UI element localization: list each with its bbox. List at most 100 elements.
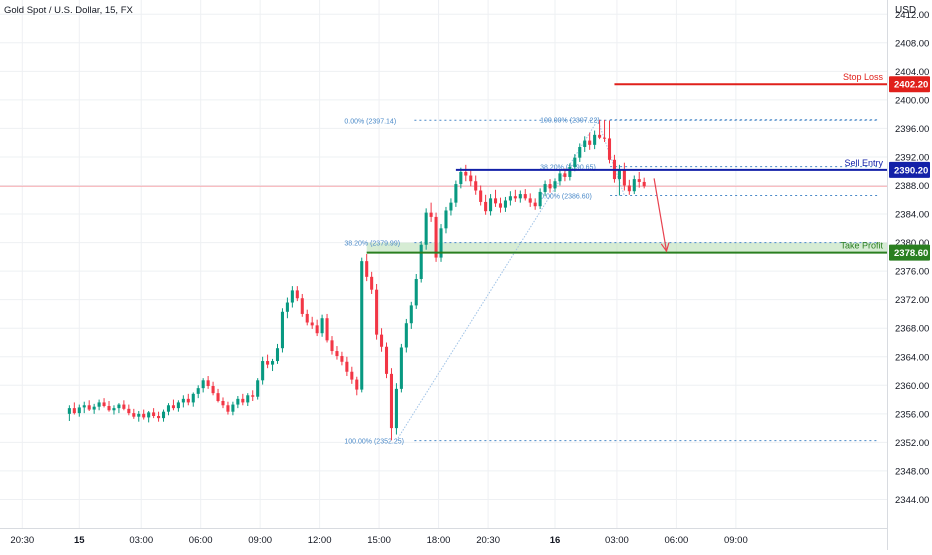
candle-body [454, 184, 458, 203]
stop-loss-label: Stop Loss [843, 72, 884, 82]
candle-body [617, 169, 621, 180]
time-tick-label: 06:00 [665, 535, 689, 546]
candle-body [256, 380, 260, 397]
candle-body [593, 134, 597, 145]
candle-body [399, 347, 403, 389]
candle-body [171, 405, 175, 409]
fib-left-level-label: 100.00% (2352.25) [344, 439, 404, 446]
candle-body [360, 261, 364, 390]
candle-body [558, 173, 562, 182]
candle-body [117, 404, 121, 409]
candle-body [414, 278, 418, 306]
candle-body [161, 411, 166, 419]
candle-body [469, 175, 473, 182]
candle-body [523, 194, 527, 199]
candle-body [642, 181, 646, 187]
candle-body [271, 361, 275, 365]
candle-body [231, 404, 235, 412]
time-tick-label: 18:00 [427, 535, 451, 546]
time-tick-label: 20:30 [10, 535, 34, 546]
currency-label[interactable]: USD [895, 5, 917, 16]
candle-body [280, 311, 284, 349]
candle-body [459, 171, 463, 185]
candle-body [375, 289, 379, 335]
candle-body [429, 212, 433, 217]
candle-body [598, 134, 602, 138]
candle-body [181, 398, 185, 403]
candle-body [538, 191, 542, 207]
price-tick-label: 2376.00 [895, 267, 929, 278]
candle-body [87, 405, 91, 410]
candle-body [226, 405, 230, 412]
take-profit-price-value: 2378.60 [894, 248, 928, 259]
candle-body [295, 290, 299, 299]
fib-right-level-label: 0.00% (2386.60) [540, 194, 592, 201]
candle-body [498, 203, 503, 208]
time-tick-label: 06:00 [189, 535, 213, 546]
fib-left-level-label: 0.00% (2397.14) [344, 118, 396, 125]
sell-arrow-head [660, 242, 670, 253]
candle-body [201, 380, 205, 389]
candle-body [92, 406, 96, 410]
candle-body [285, 302, 289, 312]
candle-body [340, 356, 344, 362]
candle-body [439, 228, 443, 258]
candle-body [578, 146, 582, 158]
candle-body [251, 395, 255, 397]
candle-body [419, 244, 423, 279]
candle-body [508, 196, 512, 201]
candle-body [518, 194, 522, 199]
candle-body [479, 190, 483, 202]
candle-body [449, 202, 453, 211]
time-tick-label: 15:00 [367, 535, 391, 546]
price-tick-label: 2356.00 [895, 409, 929, 420]
candle-body [147, 412, 151, 418]
candle-body [221, 400, 225, 406]
stop-loss-price-value: 2402.20 [894, 80, 928, 91]
candle-body [112, 408, 116, 411]
candle-body [627, 185, 631, 192]
price-tick-label: 2348.00 [895, 466, 929, 477]
candle-body [261, 361, 265, 381]
candle-body [528, 198, 532, 203]
candle-body [122, 404, 126, 409]
candle-body [409, 305, 413, 324]
candle-body [152, 412, 156, 416]
take-profit-label: Take Profit [840, 241, 883, 251]
candle-body [563, 173, 567, 177]
candle-body [107, 405, 111, 411]
candle-body [503, 200, 507, 208]
candle-body [211, 386, 215, 394]
fib-left-level-label: 38.20% (2379.99) [344, 241, 400, 248]
price-tick-label: 2360.00 [895, 381, 929, 392]
candle-body [315, 325, 319, 334]
candle-body [484, 201, 488, 212]
candle-body [444, 210, 448, 229]
price-tick-label: 2384.00 [895, 210, 929, 221]
candle-body [370, 276, 374, 290]
candle-body [102, 402, 106, 406]
candle-body [489, 198, 493, 212]
candle-body [186, 398, 190, 403]
candle-body [310, 322, 314, 326]
candle-body [632, 179, 636, 192]
price-tick-label: 2396.00 [895, 124, 929, 135]
time-tick-label: 12:00 [308, 535, 332, 546]
time-tick-label: 09:00 [248, 535, 272, 546]
candle-body [637, 179, 641, 182]
price-tick-label: 2380.00 [895, 238, 929, 249]
price-tick-label: 2400.00 [895, 95, 929, 106]
candle-body [127, 408, 131, 414]
candle-body [320, 318, 324, 334]
candle-body [97, 402, 101, 407]
candle-body [345, 361, 349, 372]
candle-body [389, 373, 394, 429]
candle-body [607, 138, 612, 160]
candle-body [583, 140, 587, 147]
candle-body [275, 348, 280, 362]
time-tick-label: 03:00 [605, 535, 629, 546]
candle-body [241, 398, 245, 403]
candle-body [384, 346, 389, 374]
